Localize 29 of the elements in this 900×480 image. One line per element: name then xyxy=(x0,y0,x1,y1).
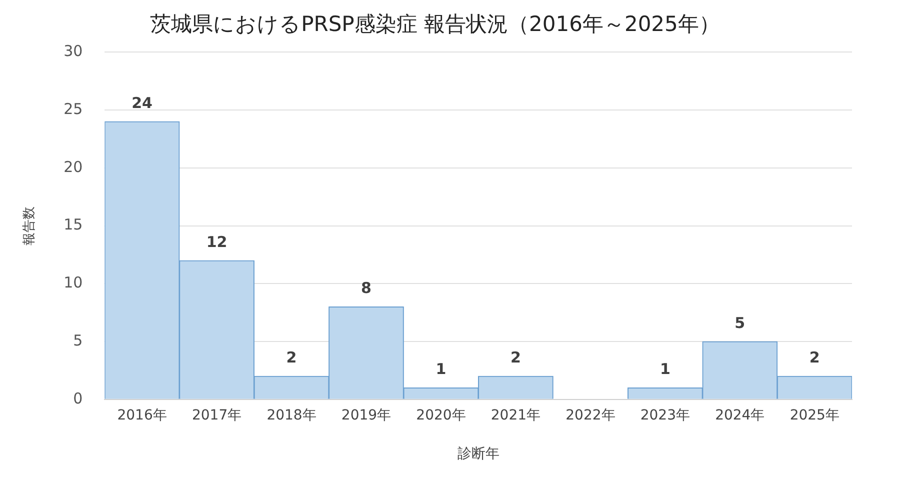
data-label: 1 xyxy=(660,360,670,378)
data-label: 8 xyxy=(361,279,372,298)
data-label: 2 xyxy=(809,348,820,367)
y-tick-label: 20 xyxy=(64,158,83,176)
data-label: 1 xyxy=(436,360,446,378)
y-tick-label: 0 xyxy=(73,389,83,408)
x-tick-label: 2020年 xyxy=(416,407,466,424)
data-label: 2 xyxy=(510,348,521,367)
x-tick-label: 2021年 xyxy=(490,407,541,424)
data-label: 5 xyxy=(734,314,746,332)
x-tick-label: 2017年 xyxy=(192,407,242,424)
x-tick-label: 2024年 xyxy=(715,407,765,424)
x-axis-title: 診断年 xyxy=(457,446,500,462)
x-tick-label: 2023年 xyxy=(640,407,690,424)
y-tick-label: 25 xyxy=(64,100,83,118)
y-tick-label: 10 xyxy=(64,274,83,292)
y-tick-label: 30 xyxy=(64,42,83,60)
data-label: 2 xyxy=(286,348,297,367)
y-axis-title: 報告数 xyxy=(22,206,38,246)
y-tick-label: 15 xyxy=(64,216,83,234)
x-tick-label: 2022年 xyxy=(566,407,616,424)
x-tick-label: 2016年 xyxy=(117,407,167,424)
data-label: 12 xyxy=(206,232,228,251)
y-tick-label: 5 xyxy=(73,331,83,350)
x-tick-label: 2018年 xyxy=(266,407,316,424)
data-label: 24 xyxy=(132,94,152,112)
x-tick-label: 2019年 xyxy=(341,407,392,424)
chart-title: 茨城県におけるPRSP感染症 報告状況（2016年～2025年） xyxy=(150,12,720,36)
x-tick-label: 2025年 xyxy=(790,407,840,424)
